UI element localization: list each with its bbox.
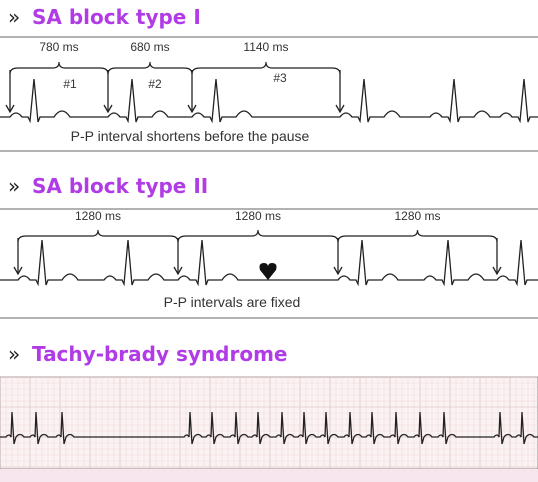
header-marker: » bbox=[8, 174, 20, 198]
footer-band bbox=[0, 469, 538, 482]
interval-label: 780 ms bbox=[39, 40, 78, 54]
header-marker: » bbox=[8, 5, 20, 29]
bracket bbox=[9, 61, 109, 75]
arrow-head bbox=[187, 104, 197, 114]
beat-label: #3 bbox=[273, 71, 287, 85]
arrow-head bbox=[335, 104, 345, 114]
arrow-head bbox=[173, 266, 183, 276]
ecg-trace bbox=[0, 78, 538, 124]
interval-label: 1140 ms bbox=[243, 40, 288, 54]
arrow-head bbox=[333, 266, 343, 276]
section-title: SA block type I bbox=[32, 5, 201, 29]
bracket bbox=[177, 229, 339, 243]
arrow-head bbox=[5, 104, 15, 114]
arrow-head bbox=[13, 266, 23, 276]
interval-label: 1280 ms bbox=[394, 209, 440, 223]
caption: P-P intervals are fixed bbox=[164, 294, 301, 310]
bracket bbox=[17, 229, 179, 243]
bracket bbox=[107, 61, 193, 75]
caption: P-P interval shortens before the pause bbox=[71, 128, 310, 144]
section-title: Tachy-brady syndrome bbox=[32, 342, 288, 366]
section-title: SA block type II bbox=[32, 174, 208, 198]
drawings: 780 ms #1 680 ms #2 1140 ms #3 P-P interval sh… bbox=[0, 40, 538, 469]
header-marker: » bbox=[8, 342, 20, 366]
ecg-trace bbox=[0, 239, 538, 287]
interval-label: 680 ms bbox=[130, 40, 169, 54]
bracket bbox=[191, 61, 341, 75]
beat-label: #2 bbox=[148, 77, 162, 91]
bracket bbox=[337, 229, 498, 243]
ecg-trace bbox=[0, 411, 538, 445]
beat-label: #1 bbox=[63, 77, 77, 91]
interval-label: 1280 ms bbox=[235, 209, 281, 223]
interval-label: 1280 ms bbox=[75, 209, 121, 223]
arrow-head bbox=[492, 266, 502, 276]
heart bbox=[259, 263, 277, 280]
arrow-head bbox=[103, 104, 113, 114]
